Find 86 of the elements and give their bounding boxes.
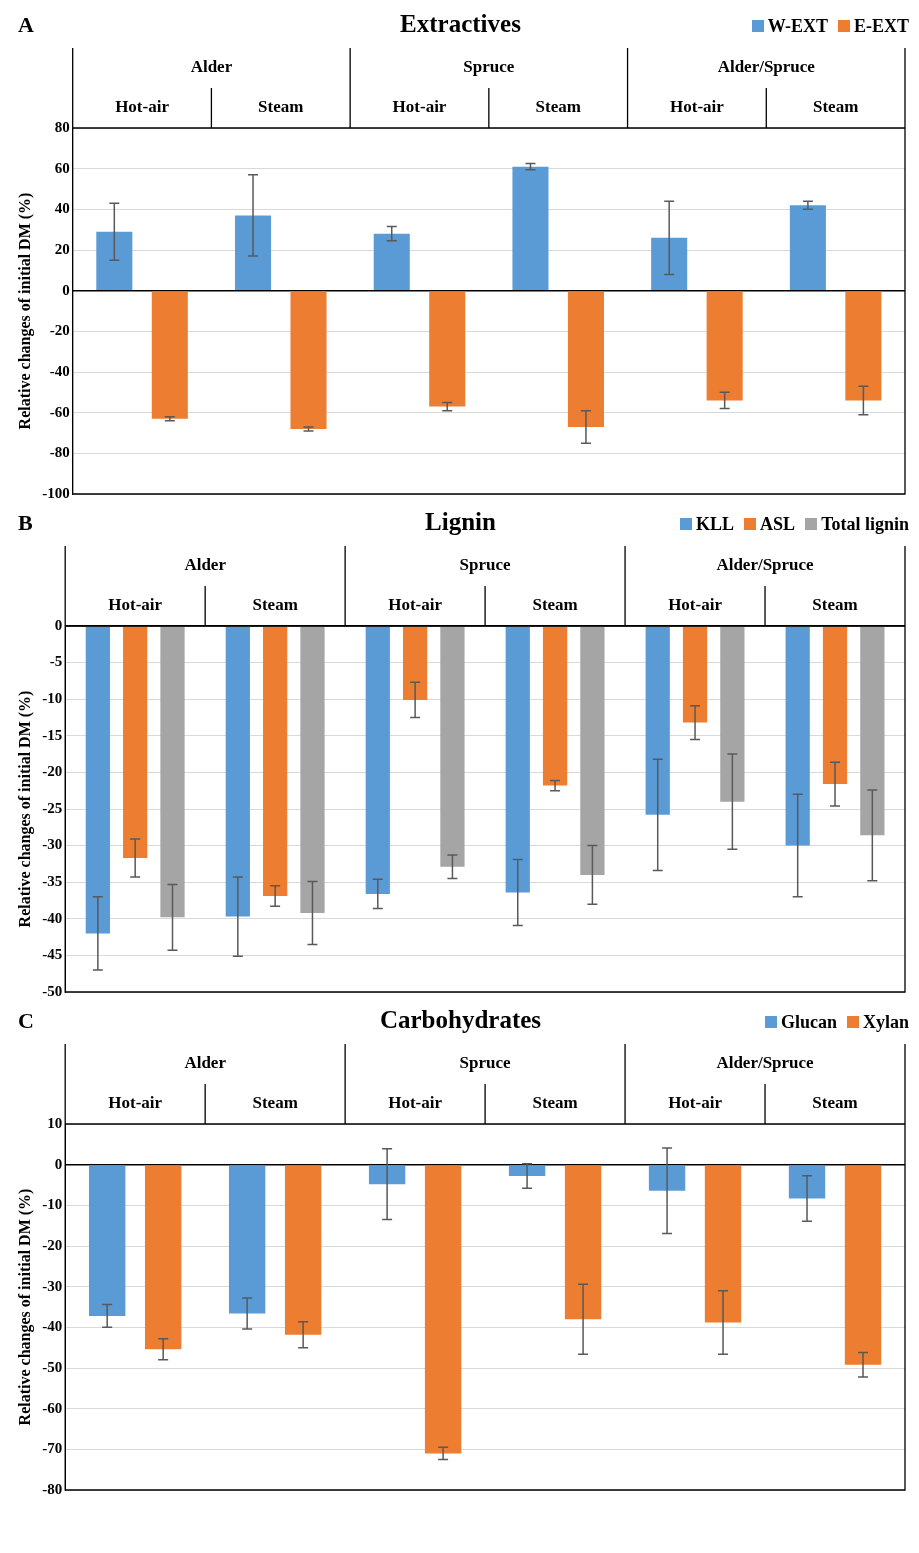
bar (789, 205, 826, 290)
y-tick-label: 0 (62, 281, 70, 298)
x-tick-label: Hot-air (388, 1093, 443, 1113)
text: Alder/Spruce (716, 1053, 815, 1073)
y-tick-label: -30 (42, 1277, 63, 1294)
x-tick-label: Steam (252, 1093, 298, 1113)
x-tick-label: Steam (812, 595, 858, 615)
x-tick-label: Hot-air (670, 97, 725, 117)
y-tick-label: -25 (42, 799, 63, 816)
x-tick-label: Hot-air (392, 97, 447, 117)
y-tick-label: -60 (49, 403, 70, 420)
x-tick-label: Hot-air (668, 1093, 723, 1113)
bar (235, 215, 272, 290)
legend-label: KLL (695, 513, 735, 535)
x-tick-label: Steam (812, 1093, 858, 1113)
chart-title: Carbohydrates (379, 1006, 542, 1033)
x-tick-label: Hot-air (668, 595, 723, 615)
x-tick-label: Steam (812, 97, 859, 117)
bar (290, 291, 327, 429)
y-tick-label: -70 (42, 1440, 63, 1457)
legend-label: Total lignin (820, 513, 909, 535)
y-tick-label: -60 (42, 1399, 63, 1416)
x-tick-label: Hot-air (115, 97, 170, 117)
y-tick-label: 20 (54, 240, 70, 257)
y-axis-title: Relative changes of initial DM (%) (15, 690, 34, 928)
y-tick-label: -15 (42, 726, 63, 743)
legend-label: W-EXT (766, 15, 828, 37)
chart-title: Lignin (425, 508, 496, 535)
legend-label: Xylan (862, 1011, 909, 1033)
text: Spruce (459, 1053, 512, 1073)
x-tick-label: Steam (535, 97, 581, 117)
y-tick-label: -40 (42, 1318, 63, 1335)
y-tick-label: 0 (54, 616, 63, 633)
x-tick-label: Steam (532, 595, 578, 615)
y-tick-label: -50 (42, 982, 63, 999)
text: A (18, 12, 34, 38)
x-tick-label: Hot-air (108, 595, 163, 615)
y-tick-label: -30 (42, 836, 63, 853)
x-tick-label: Steam (532, 1093, 578, 1113)
y-axis-title: Relative changes of initial DM (%) (15, 1188, 34, 1426)
y-tick-label: -20 (49, 322, 70, 339)
y-tick-label: -40 (42, 909, 63, 926)
y-tick-label: -80 (49, 444, 70, 461)
y-tick-label: 60 (54, 159, 70, 176)
x-tick-label: Hot-air (108, 1093, 163, 1113)
bar (651, 237, 688, 290)
y-tick-label: 0 (54, 1155, 63, 1172)
y-tick-label: -45 (42, 946, 63, 963)
y-tick-label: -20 (42, 763, 63, 780)
x-tick-label: Steam (252, 595, 298, 615)
text: B (18, 510, 33, 536)
x-tick-label: Hot-air (388, 595, 443, 615)
bar (151, 291, 188, 419)
bar (373, 233, 410, 290)
chart-title: Extractives (400, 10, 521, 37)
bar (567, 291, 604, 427)
legend-label: Glucan (779, 1011, 837, 1033)
y-tick-label: 10 (47, 1114, 63, 1131)
text: Spruce (463, 57, 515, 77)
bar (96, 231, 133, 290)
text: Alder/Spruce (716, 555, 815, 575)
bar (706, 291, 743, 401)
y-tick-label: -10 (42, 1196, 63, 1213)
y-tick-label: -20 (42, 1236, 63, 1253)
text: Alder (184, 555, 227, 575)
text: C (18, 1008, 34, 1034)
y-axis-title: Relative changes of initial DM (%) (15, 192, 34, 430)
bar (512, 166, 549, 290)
bar (845, 291, 882, 401)
y-tick-label: -50 (42, 1358, 63, 1375)
x-tick-label: Steam (258, 97, 304, 117)
text: Alder/Spruce (717, 57, 816, 77)
y-tick-label: -5 (49, 653, 63, 670)
y-tick-label: -35 (42, 873, 63, 890)
legend-label: E-EXT (853, 15, 909, 37)
bar (429, 291, 466, 407)
y-tick-label: -100 (42, 484, 70, 501)
text: Spruce (459, 555, 512, 575)
y-tick-label: -10 (42, 690, 63, 707)
y-tick-label: -40 (49, 362, 70, 379)
legend-label: ASL (759, 513, 796, 535)
text: Alder (184, 1053, 227, 1073)
y-tick-label: 80 (54, 118, 70, 135)
y-tick-label: 40 (54, 200, 70, 217)
y-tick-label: -80 (42, 1480, 63, 1497)
text: Alder (190, 57, 233, 77)
